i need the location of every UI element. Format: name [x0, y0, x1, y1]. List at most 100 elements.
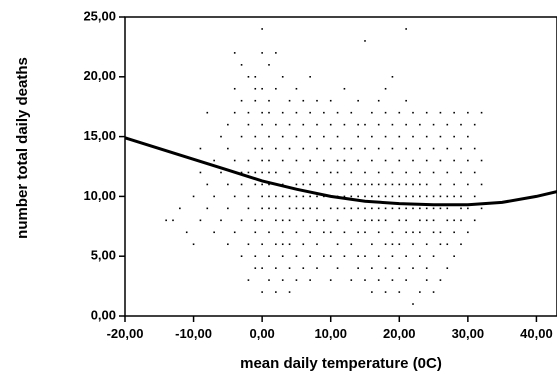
data-point: [302, 207, 305, 210]
data-point: [473, 123, 476, 126]
data-point: [460, 219, 462, 222]
data-point: [247, 243, 250, 246]
data-point: [288, 267, 291, 269]
data-point: [316, 267, 318, 269]
data-point: [302, 195, 305, 198]
data-point: [377, 207, 380, 210]
data-point: [275, 267, 277, 269]
data-point: [247, 111, 250, 114]
data-point: [412, 243, 414, 246]
data-point: [323, 135, 325, 138]
data-point: [398, 195, 401, 198]
data-point: [329, 279, 332, 281]
data-point: [281, 159, 284, 162]
data-point: [377, 171, 380, 174]
data-point: [268, 255, 270, 257]
data-point: [302, 147, 305, 150]
data-point: [364, 123, 366, 126]
data-point: [316, 99, 318, 102]
data-point: [357, 159, 359, 162]
data-point: [288, 147, 291, 150]
data-point: [275, 123, 277, 126]
data-point: [261, 291, 263, 293]
data-point: [275, 243, 277, 246]
data-point: [254, 231, 257, 234]
fit-curve: [124, 136, 557, 207]
data-point: [350, 279, 353, 281]
data-point: [391, 279, 394, 281]
data-point: [473, 171, 476, 174]
data-point: [473, 219, 476, 222]
data-point: [220, 171, 222, 174]
data-point: [316, 243, 318, 246]
data-point: [398, 183, 401, 186]
data-point: [419, 183, 421, 186]
data-point: [295, 255, 298, 257]
data-point: [281, 243, 284, 246]
data-point: [295, 111, 298, 114]
data-point: [364, 195, 366, 198]
data-point: [268, 195, 270, 198]
data-point: [419, 291, 421, 293]
data-point: [460, 147, 462, 150]
data-point: [357, 231, 359, 234]
data-point: [357, 255, 359, 257]
data-point: [233, 195, 236, 198]
data-point: [275, 147, 277, 150]
data-point: [240, 171, 243, 174]
data-point: [302, 267, 305, 269]
data-point: [384, 207, 387, 210]
data-point: [453, 195, 455, 198]
data-point: [398, 135, 401, 138]
data-point: [398, 219, 401, 222]
data-point: [309, 231, 311, 234]
data-point: [281, 231, 284, 234]
data-point: [343, 159, 346, 162]
data-point: [419, 231, 421, 234]
data-point: [247, 171, 250, 174]
data-point: [227, 243, 229, 246]
data-point: [336, 267, 339, 269]
data-point: [261, 267, 263, 269]
data-point: [371, 243, 373, 246]
data-point: [343, 195, 346, 198]
data-point: [343, 231, 346, 234]
data-point: [213, 159, 215, 162]
data-point: [172, 219, 174, 222]
data-point: [377, 219, 380, 222]
data-point: [288, 171, 291, 174]
data-point: [295, 195, 298, 198]
data-point: [364, 171, 366, 174]
data-point: [295, 207, 298, 210]
data-point: [233, 111, 236, 114]
data-point: [391, 255, 394, 257]
data-point: [419, 255, 421, 257]
data-point: [391, 76, 394, 78]
data-point: [432, 231, 435, 234]
data-point: [453, 219, 455, 222]
data-point: [268, 111, 270, 114]
data-point: [247, 207, 250, 210]
y-tick-label: 15,00: [83, 128, 116, 143]
data-point: [425, 159, 428, 162]
x-tick-label: 30,00: [452, 326, 485, 341]
data-point: [206, 207, 209, 210]
data-point: [453, 135, 455, 138]
data-point: [425, 207, 428, 210]
data-point: [343, 123, 346, 126]
data-point: [275, 207, 277, 210]
data-point: [384, 243, 387, 246]
data-point: [309, 195, 311, 198]
data-point: [261, 159, 263, 162]
data-point: [480, 111, 483, 114]
data-point: [425, 135, 428, 138]
data-point: [460, 207, 462, 210]
data-point: [247, 195, 250, 198]
data-point: [227, 183, 229, 186]
data-point: [371, 159, 373, 162]
data-point: [261, 171, 263, 174]
data-point: [384, 195, 387, 198]
data-point: [165, 219, 167, 222]
plot-frame: [124, 16, 557, 317]
data-point: [398, 243, 401, 246]
